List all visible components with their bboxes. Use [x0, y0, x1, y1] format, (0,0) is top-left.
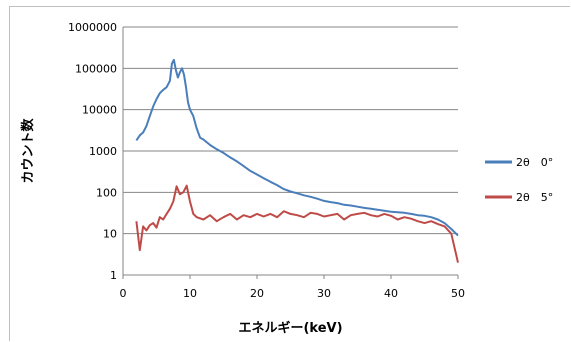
x-tick-label: 50 — [451, 287, 465, 300]
legend: 2θ 0° 2θ 5° — [485, 156, 553, 204]
y-tick-label: 10000 — [82, 104, 117, 117]
y-axis-title: カウント数 — [20, 118, 36, 184]
y-tick-label: 1 — [110, 269, 117, 282]
y-tick-label: 100000 — [75, 62, 117, 75]
x-tick-label: 20 — [250, 287, 264, 300]
x-tick-label: 10 — [183, 287, 197, 300]
x-tick-label: 40 — [384, 287, 398, 300]
legend-label-1: 2θ 0° — [516, 156, 553, 169]
series-layer — [135, 58, 459, 263]
series-line-1 — [135, 58, 459, 237]
x-tick-label: 30 — [317, 287, 331, 300]
y-tick-label: 1000 — [89, 145, 117, 158]
chart-frame: 1 10 100 1000 10000 100000 1000000 0 10 20 30 40 50 … — [9, 6, 570, 341]
y-gridlines — [123, 26, 458, 276]
x-tick-label: 0 — [120, 287, 127, 300]
y-tick-label: 1000000 — [68, 21, 117, 34]
tick-labels: 1 10 100 1000 10000 100000 1000000 0 10 20 30 40 50 — [68, 21, 465, 300]
x-axis-title: エネルギー(keV) — [238, 320, 342, 336]
series-line-2 — [135, 184, 459, 263]
legend-label-2: 2θ 5° — [516, 191, 553, 204]
y-tick-label: 100 — [96, 186, 117, 199]
axes — [122, 27, 459, 279]
y-tick-label: 10 — [103, 228, 117, 241]
